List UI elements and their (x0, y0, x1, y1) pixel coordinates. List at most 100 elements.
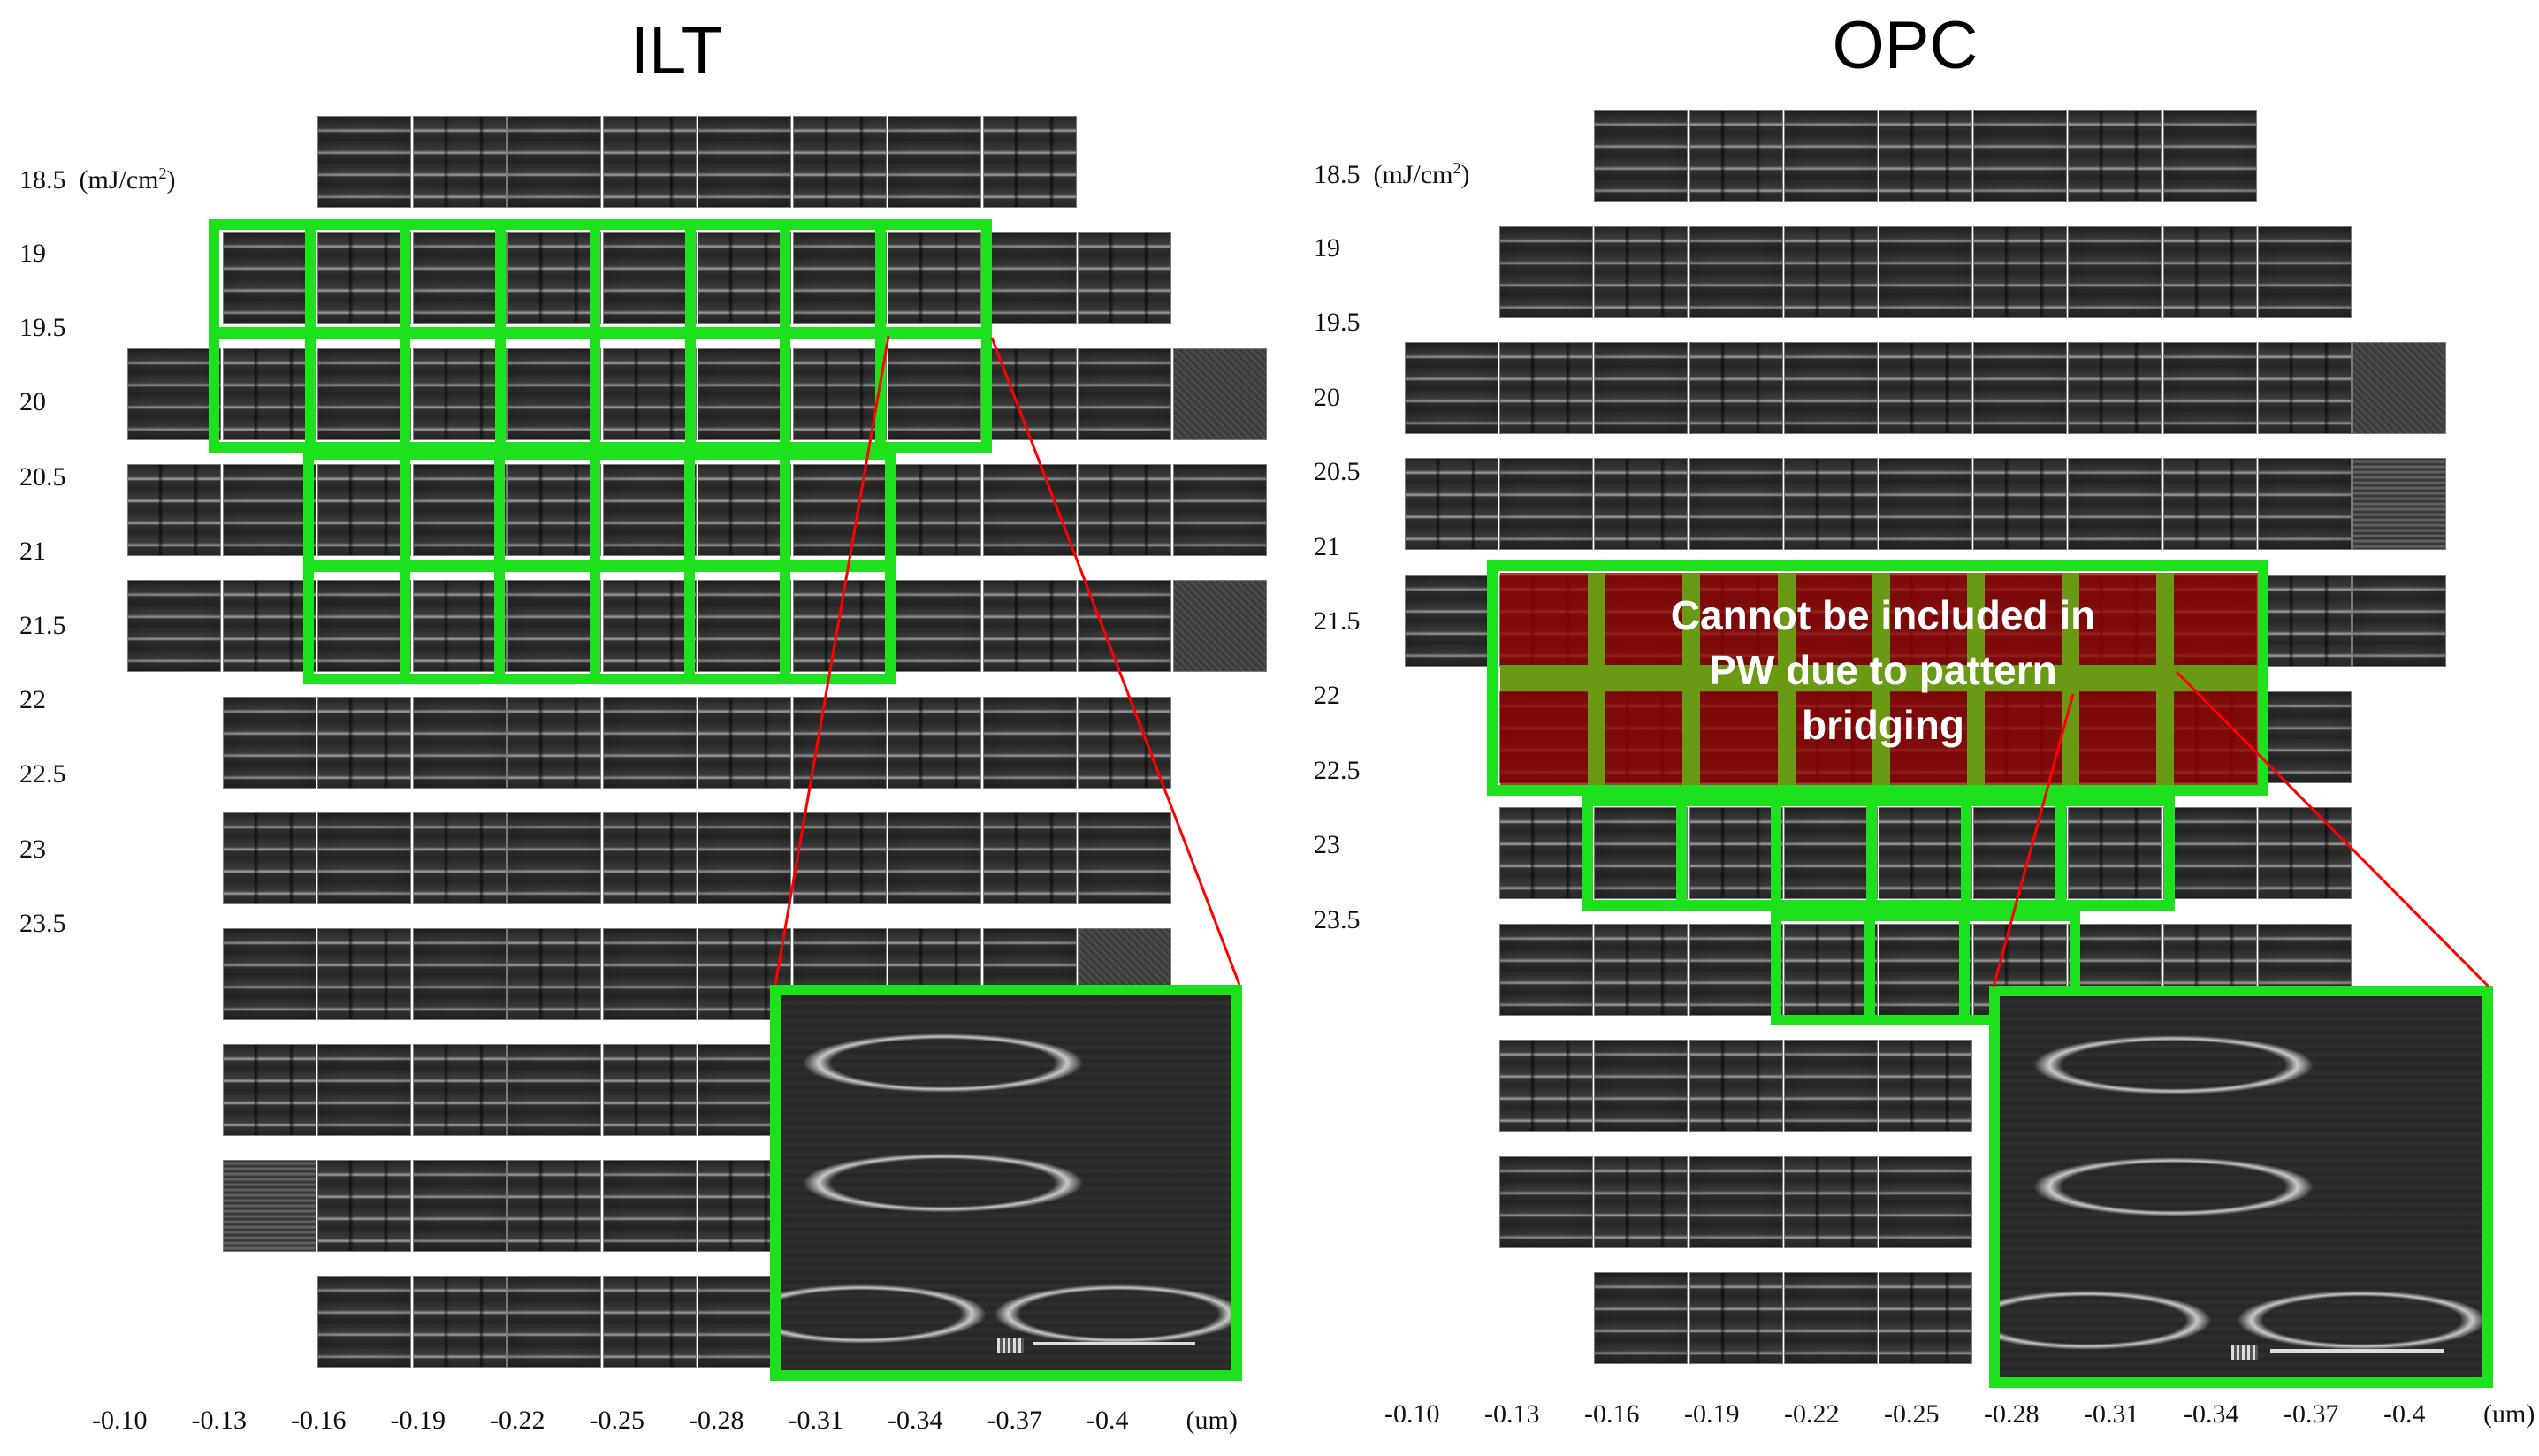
sem-tile (2257, 226, 2352, 318)
sem-tile (888, 580, 981, 672)
sem-tile (1594, 458, 1689, 550)
focus-label: -0.28 (1984, 1399, 2040, 1429)
sem-tile (222, 812, 316, 904)
process-window-gridline (780, 219, 790, 453)
process-window-gridline (2055, 796, 2066, 911)
sem-tile (1078, 464, 1171, 556)
sem-tile (888, 348, 981, 440)
connector-line-ilt-right (990, 337, 1241, 986)
sem-tile (1879, 226, 1972, 318)
sem-tile (982, 232, 1077, 324)
sem-tile (222, 928, 316, 1020)
sem-tile (1172, 464, 1267, 556)
sem-tile (2162, 342, 2257, 434)
sem-tile (1973, 110, 2068, 202)
process-window-gridline (1771, 796, 1782, 911)
process-window-gridline (590, 219, 600, 453)
sem-tile (792, 580, 887, 672)
sem-tile (1783, 458, 1878, 550)
sem-tile (982, 580, 1077, 672)
sem-tile (1499, 1040, 1594, 1132)
sem-tile (412, 464, 507, 556)
sem-tile (698, 812, 791, 904)
annotation-line-1: Cannot be included in (1670, 592, 2096, 638)
annotation-line-2: PW due to pattern (1709, 647, 2057, 693)
sem-tile (698, 697, 791, 789)
sem-tile (222, 348, 316, 440)
focus-label: -0.16 (1584, 1399, 1640, 1429)
dose-unit: (mJ/cm (79, 165, 159, 194)
sem-tile (602, 464, 697, 556)
sem-tile (1499, 458, 1594, 550)
sem-tile (602, 580, 697, 672)
sem-tile (1499, 342, 1594, 434)
sem-tile (1594, 1272, 1689, 1364)
excluded-region-gridline (2062, 573, 2080, 785)
sem-tile (792, 232, 887, 324)
focus-label: -0.37 (987, 1406, 1043, 1435)
sem-tile (2257, 691, 2352, 783)
sem-tile (698, 580, 791, 672)
sem-tile (1594, 807, 1689, 899)
dose-label: 20.5 (19, 461, 66, 492)
sem-tile (507, 348, 601, 440)
sem-tile (1879, 807, 1972, 899)
dose-label: 19 (1314, 233, 1340, 263)
focus-label: -0.13 (191, 1406, 248, 1435)
sem-tile (507, 697, 601, 789)
sem-tile (222, 464, 316, 556)
sem-tile (982, 697, 1077, 789)
sem-tile (1783, 226, 1878, 318)
process-window-gridline (304, 219, 316, 453)
bridging-annotation: Cannot be included in PW due to pattern … (1503, 588, 2263, 752)
sem-tile (507, 580, 601, 672)
sem-tile (1172, 580, 1267, 672)
sem-tile (507, 812, 601, 904)
focus-label: -0.4 (2383, 1399, 2426, 1429)
sem-tile (1879, 924, 1972, 1016)
dose-label: 20 (1314, 382, 1340, 412)
sem-tile (317, 928, 411, 1020)
sem-tile (127, 580, 221, 672)
sem-tile (412, 232, 507, 324)
sem-tile (507, 928, 601, 1020)
sem-tile (1879, 1156, 1972, 1248)
excluded-region-gridline (1588, 573, 1606, 785)
sem-tile (1973, 342, 2068, 434)
sem-tile (602, 232, 697, 324)
excluded-region-gridline (1777, 573, 1796, 785)
dose-label: 21 (1314, 531, 1340, 561)
process-window-gridline (779, 449, 790, 684)
sem-tile (1405, 575, 1498, 667)
sem-tile (412, 116, 507, 208)
focus-label: -0.4 (1087, 1406, 1129, 1435)
focus-label: -0.10 (92, 1406, 148, 1435)
sem-tile (1172, 348, 1267, 440)
excluded-region-gridline (2156, 573, 2175, 785)
excluded-region-gridline (1872, 573, 1890, 785)
sem-tile (317, 232, 411, 324)
sem-tile (1879, 342, 1972, 434)
sem-tile (888, 812, 981, 904)
sem-tile (317, 697, 411, 789)
sem-tile (222, 580, 316, 672)
sem-tile (1078, 580, 1171, 672)
dose-label: 20.5 (1314, 457, 1361, 487)
sem-tile (1499, 924, 1594, 1016)
dose-label: 21 (19, 536, 46, 566)
sem-tile (888, 116, 981, 208)
scale-bar-label (996, 1338, 1024, 1353)
sem-tile (982, 812, 1077, 904)
sem-tile (1689, 110, 1783, 202)
dose-label: 21.5 (19, 611, 66, 640)
dose-unit-exponent: 2 (1452, 159, 1461, 177)
sem-tile (317, 580, 411, 672)
sem-tile (698, 232, 791, 324)
dose-value: 18.5 (19, 165, 66, 194)
sem-tile (2352, 575, 2446, 667)
sem-tile (412, 1044, 507, 1136)
focus-label: -0.28 (689, 1406, 744, 1435)
dose-label: 19 (19, 239, 46, 268)
focus-label: -0.31 (2084, 1399, 2139, 1429)
